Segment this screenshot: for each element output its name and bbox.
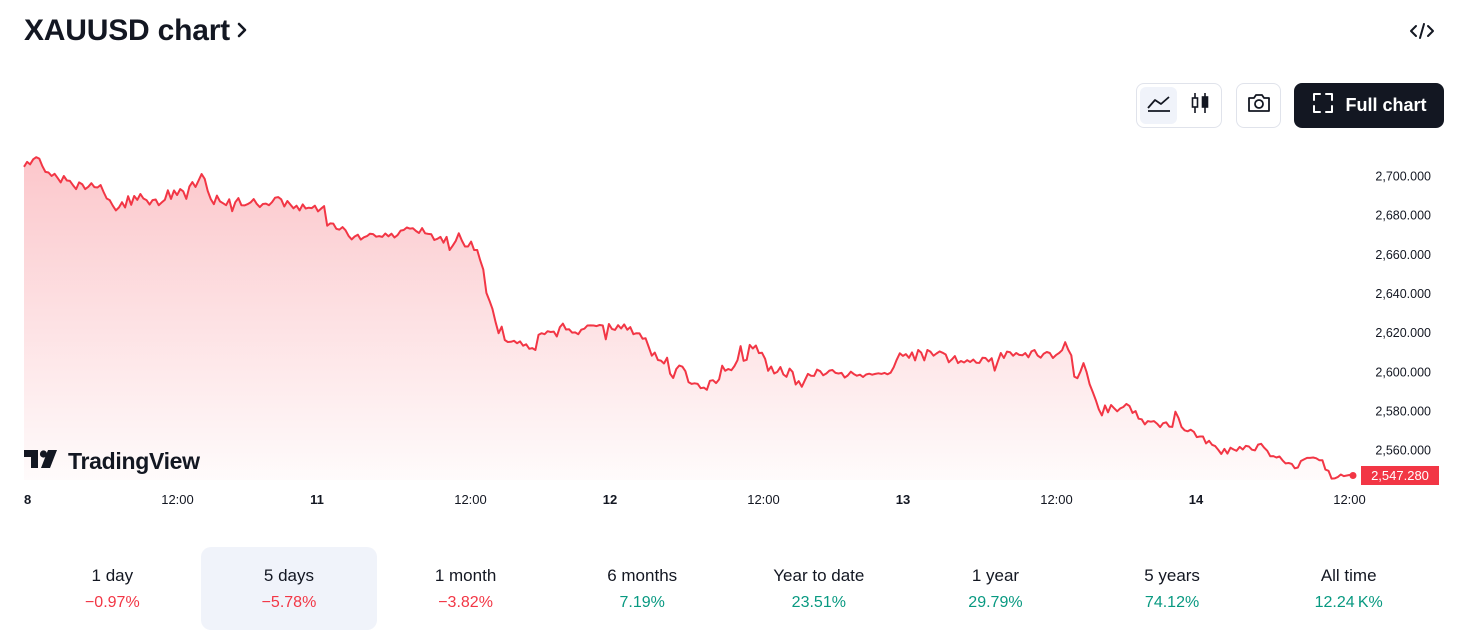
y-tick-label: 2,560.000 xyxy=(1375,444,1431,458)
tradingview-logo-text: TradingView xyxy=(68,448,200,474)
period-selector: 1 day −0.97% 5 days −5.78% 1 month −3.82% 6 mo… xyxy=(24,547,1437,630)
area-chart-button[interactable] xyxy=(1140,87,1177,124)
last-price-badge xyxy=(1361,465,1439,485)
x-tick-label: 11 xyxy=(310,492,324,507)
last-price-marker: 2,547.280 xyxy=(1361,465,1439,485)
period-change: 7.19% xyxy=(619,593,665,611)
x-tick-label: 12:00 xyxy=(1333,492,1366,507)
period-change: −5.78% xyxy=(261,593,317,611)
chevron-right-icon xyxy=(236,20,248,45)
period-label: Year to date xyxy=(773,565,865,585)
full-chart-label: Full chart xyxy=(1345,95,1427,115)
period-label: 1 month xyxy=(434,565,497,585)
y-tick-label: 2,600.000 xyxy=(1375,365,1431,379)
page-title: XAUUSD chart xyxy=(24,14,230,47)
embed-code-button[interactable] xyxy=(1405,18,1439,48)
period-tab[interactable]: 1 day −0.97% xyxy=(24,547,201,630)
period-tab[interactable]: 6 months 7.19% xyxy=(554,547,731,630)
chart-style-toggle xyxy=(1136,83,1222,128)
price-chart[interactable]: 2,700.000 2,680.000 2,660.000 2,640.000 2,62… xyxy=(0,140,1461,515)
x-axis: 8 12:00 11 12:00 12 12:00 13 12:00 14 12:00 xyxy=(24,492,1366,507)
period-label: 1 year xyxy=(971,565,1020,585)
period-change: 23.51% xyxy=(791,593,846,611)
period-label: All time xyxy=(1320,565,1377,585)
period-tab[interactable]: 5 years 74.12% xyxy=(1084,547,1261,630)
last-price-label: 2,547.280 xyxy=(1371,468,1429,483)
x-tick-label: 12:00 xyxy=(1040,492,1073,507)
period-change: −3.82% xyxy=(438,593,493,611)
period-tab[interactable]: All time 12.24 K% xyxy=(1260,547,1437,630)
period-label: 5 days xyxy=(263,565,314,585)
x-tick-label: 12 xyxy=(603,492,617,507)
candlestick-button[interactable] xyxy=(1181,87,1218,124)
last-price-dot xyxy=(1349,471,1357,479)
candlestick-icon xyxy=(1189,91,1211,120)
x-tick-label: 8 xyxy=(24,492,31,507)
y-tick-label: 2,580.000 xyxy=(1375,404,1431,418)
period-tab[interactable]: 1 year 29.79% xyxy=(907,547,1084,630)
x-tick-label: 13 xyxy=(896,492,910,507)
y-axis: 2,700.000 2,680.000 2,660.000 2,640.000 2,62… xyxy=(1375,170,1431,458)
period-tab[interactable]: 1 month −3.82% xyxy=(377,547,554,630)
price-area-fill xyxy=(24,157,1353,480)
period-label: 5 years xyxy=(1144,565,1200,585)
period-change: 29.79% xyxy=(968,593,1023,611)
x-tick-label: 12:00 xyxy=(747,492,780,507)
camera-icon xyxy=(1246,92,1272,119)
y-tick-label: 2,620.000 xyxy=(1375,326,1431,340)
period-tab[interactable]: Year to date 23.51% xyxy=(731,547,908,630)
fullscreen-icon xyxy=(1311,91,1335,120)
period-change: 12.24 K% xyxy=(1314,593,1383,611)
y-tick-label: 2,680.000 xyxy=(1375,209,1431,223)
x-tick-label: 14 xyxy=(1189,492,1204,507)
code-embed-icon xyxy=(1409,22,1435,45)
x-tick-label: 12:00 xyxy=(161,492,194,507)
period-label: 6 months xyxy=(607,565,678,585)
y-tick-label: 2,640.000 xyxy=(1375,287,1431,301)
y-tick-label: 2,660.000 xyxy=(1375,248,1431,262)
area-chart-icon xyxy=(1146,93,1172,118)
x-tick-label: 12:00 xyxy=(454,492,487,507)
period-change: 74.12% xyxy=(1144,593,1200,611)
price-line xyxy=(23,156,1354,480)
period-change: −0.97% xyxy=(84,593,140,611)
period-label: 1 day xyxy=(91,565,134,585)
screenshot-button[interactable] xyxy=(1236,83,1281,128)
tradingview-logo[interactable]: TradingView xyxy=(24,448,200,475)
chart-title-link[interactable]: XAUUSD chart xyxy=(24,14,248,48)
tradingview-mark-icon xyxy=(24,449,60,474)
y-tick-label: 2,700.000 xyxy=(1375,170,1431,184)
period-tab[interactable]: 5 days −5.78% xyxy=(200,547,378,630)
full-chart-button[interactable]: Full chart xyxy=(1294,83,1444,128)
